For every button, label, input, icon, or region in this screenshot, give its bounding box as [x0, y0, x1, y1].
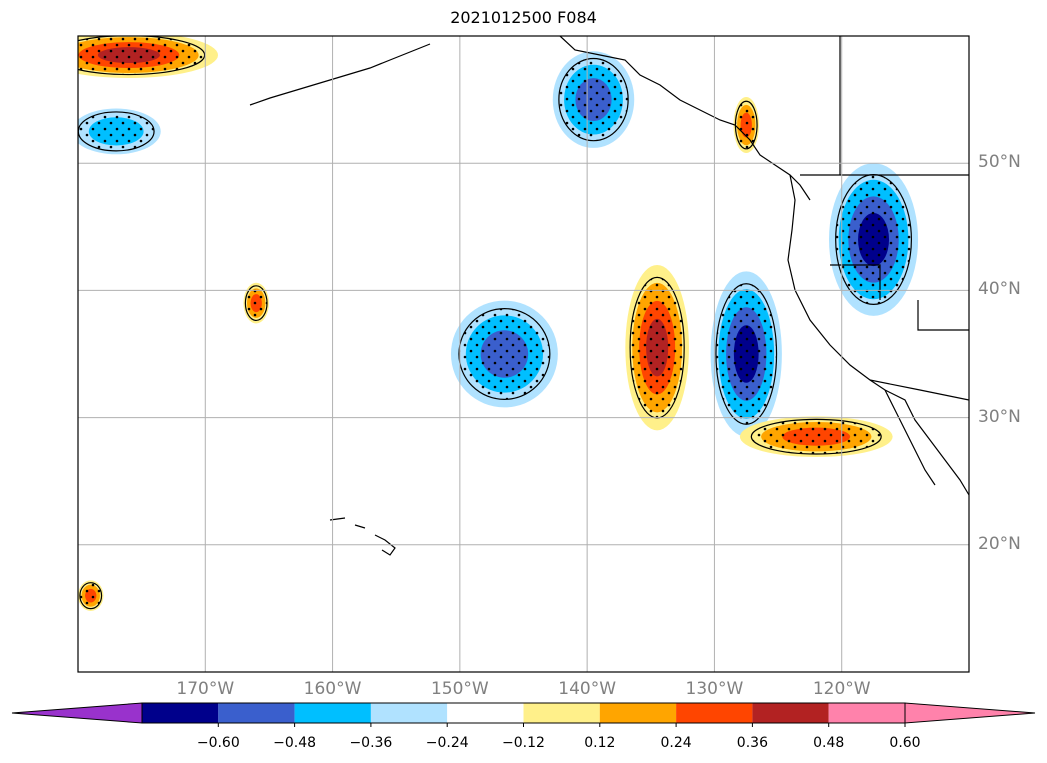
- lon-tick-label: 150°W: [430, 679, 489, 699]
- graticule: [78, 36, 969, 672]
- lat-tick-label: 30°N: [978, 406, 1021, 427]
- lon-tick-label: 120°W: [812, 679, 871, 699]
- colorbar-extend-max: [904, 702, 1036, 724]
- colorbar-tick-label: −0.12: [502, 735, 545, 751]
- positive-anomaly-nw-corner: [78, 36, 218, 78]
- negative-anomaly-far-west: [78, 108, 161, 155]
- colorbar-segment: [218, 703, 295, 723]
- colorbar-segment: [294, 703, 371, 723]
- colorbar-tick-label: 0.12: [584, 735, 616, 751]
- map-frame: [77, 35, 970, 673]
- negative-anomaly-gulf-alaska: [552, 51, 635, 148]
- colorbar-segment: [599, 703, 677, 723]
- colorbar-tick-label: 0.60: [889, 735, 921, 751]
- state-boundaries: [830, 36, 969, 401]
- lon-tick-label: 130°W: [685, 679, 744, 699]
- colorbar-segment: [676, 703, 753, 723]
- lon-tick-label: 170°W: [176, 679, 235, 699]
- lat-tick-label: 20°N: [978, 533, 1021, 554]
- colorbar-segment: [828, 703, 905, 723]
- lon-tick-label: 160°W: [303, 679, 362, 699]
- significance-stipple: [715, 283, 778, 425]
- lon-tick-label: 140°W: [558, 679, 617, 699]
- significance-stipple: [78, 111, 155, 152]
- aleutian-chain: [249, 43, 431, 106]
- positive-anomaly-bc-coast: [733, 97, 759, 154]
- colorbar-tick-label: −0.60: [196, 735, 240, 751]
- colorbar-segment: [447, 703, 524, 723]
- colorbar-extend-min: [11, 702, 143, 724]
- negative-anomaly-western-us: [828, 163, 919, 316]
- significance-stipple: [244, 285, 268, 322]
- significance-stipple: [750, 418, 882, 455]
- colorbar-tick-label: 0.24: [660, 735, 692, 751]
- map-title: 2021012500 F084: [450, 8, 597, 27]
- significance-stipple: [835, 174, 913, 305]
- north-america-west-coast: [787, 174, 969, 496]
- colorbar-segment: [752, 703, 829, 723]
- positive-anomaly-sw-edge: [78, 580, 104, 611]
- colorbar-segment: [370, 703, 448, 723]
- colorbar-tick-label: 0.36: [736, 735, 768, 751]
- significance-stipple: [458, 307, 551, 401]
- colorbar-segment: [142, 703, 219, 723]
- lat-tick-label: 50°N: [978, 152, 1021, 173]
- significance-stipple: [629, 276, 685, 419]
- colorbar: [11, 702, 1036, 727]
- alaska-coast: [559, 36, 811, 201]
- significance-stipple: [79, 582, 103, 610]
- negative-anomaly-central-pacific: [450, 300, 558, 408]
- coastlines: [249, 36, 969, 556]
- colorbar-segment: [523, 703, 600, 723]
- anomaly-layer: [78, 36, 919, 611]
- plot-area: [78, 36, 969, 672]
- colorbar-tick-label: −0.24: [425, 735, 469, 751]
- colorbar-tick-label: −0.48: [273, 735, 317, 751]
- negative-anomaly-off-california: [710, 271, 782, 437]
- baja-peninsula: [884, 389, 936, 486]
- positive-anomaly-baja-band: [739, 416, 893, 458]
- colorbar-tick-label: 0.48: [813, 735, 845, 751]
- positive-anomaly-small-west: [243, 282, 269, 324]
- lat-tick-label: 40°N: [978, 279, 1021, 300]
- significance-stipple: [734, 100, 758, 150]
- significance-stipple: [78, 36, 206, 76]
- significance-stipple: [558, 57, 629, 142]
- colorbar-tick-label: −0.36: [349, 735, 393, 751]
- positive-anomaly-east-pacific: [625, 264, 689, 431]
